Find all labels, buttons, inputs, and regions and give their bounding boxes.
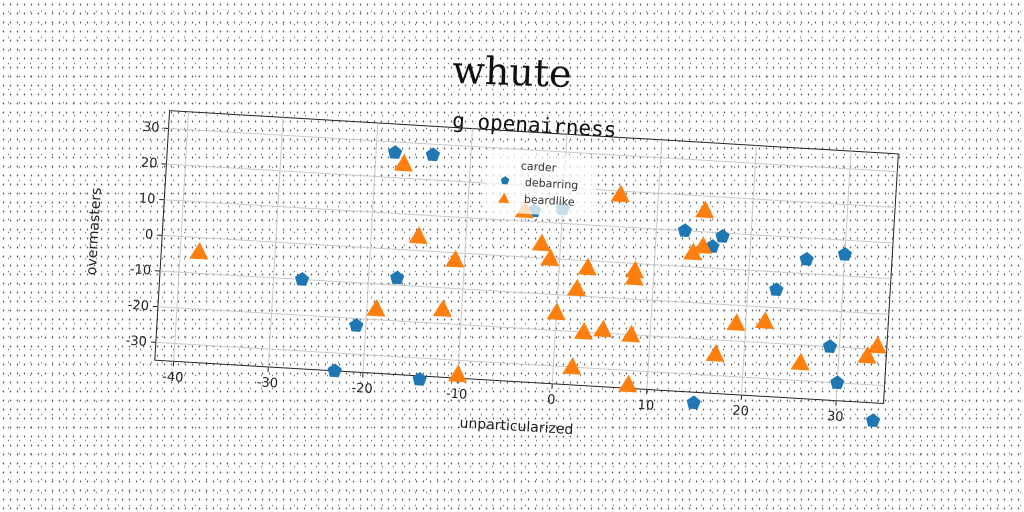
y-tick-label: 10 [138,191,155,207]
y-gridline [164,199,894,244]
point-beardlike [566,278,586,297]
x-axis-title: unparticularized [459,415,574,438]
legend-title: carder [521,160,558,175]
legend-marker-beardlike [498,192,510,204]
axis-ticks: -40 -30 -20 -10 0 10 20 30 -30 -20 -10 0 10 20 30 [125,120,844,425]
point-beardlike [695,200,715,219]
x-tick-label: 30 [826,409,843,425]
point-debarring [837,247,853,261]
plot-title: g openairness [452,108,618,142]
point-beardlike [692,236,712,254]
x-tick-label: 20 [732,404,749,420]
point-debarring [425,147,441,162]
data-points [189,145,887,428]
point-beardlike [546,302,566,321]
point-debarring [799,251,814,266]
point-beardlike [531,233,551,252]
legend-marker-debarring [500,176,510,185]
point-beardlike [408,226,428,245]
point-debarring [865,413,881,428]
point-beardlike [393,153,413,172]
legend-label-debarring: debarring [525,176,579,192]
x-tick-label: -40 [162,370,184,386]
point-beardlike [624,267,644,286]
grid [155,111,898,401]
point-debarring [769,282,784,297]
point-beardlike [857,346,877,364]
point-debarring [349,318,364,332]
point-debarring [327,363,342,378]
y-tick-label: 0 [144,227,153,242]
point-beardlike [593,319,613,338]
point-beardlike [573,321,593,340]
y-gridline [160,270,889,315]
point-beardlike [610,184,630,203]
y-gridline [162,234,891,280]
point-debarring [822,339,838,353]
point-debarring [295,271,310,286]
point-beardlike [790,352,810,371]
point-beardlike [366,298,386,317]
legend-label-beardlike: beardlike [524,193,576,209]
point-beardlike [618,374,638,393]
point-beardlike [755,311,775,330]
point-debarring [677,223,693,238]
point-beardlike [867,335,887,354]
point-beardlike [705,344,725,362]
point-debarring [830,375,845,390]
x-tick-label: -30 [256,375,278,391]
point-beardlike [683,242,703,261]
y-tick-label: 30 [143,120,160,136]
x-tick-label: -10 [446,387,468,403]
y-tick-label: -30 [125,334,147,350]
point-debarring [388,145,403,159]
point-beardlike [432,299,452,318]
x-tick-label: -20 [351,381,373,397]
y-tick-label: -20 [127,298,149,314]
point-beardlike [577,257,597,276]
point-beardlike [621,324,641,343]
y-gridline [168,127,898,173]
point-beardlike [189,241,209,260]
y-tick-label: 20 [140,156,157,172]
point-beardlike [562,357,582,375]
x-tick-label: 0 [547,393,556,408]
point-beardlike [445,249,465,268]
point-debarring [686,395,701,410]
point-debarring [412,372,427,386]
y-axis-title: overmasters [84,187,105,275]
x-tick-label: 10 [637,398,654,414]
point-beardlike [540,248,560,267]
point-beardlike [447,364,467,383]
point-beardlike [726,313,746,331]
legend-box [484,151,598,218]
chart-area: g openairness -40 -30 -20 -10 0 10 20 30-30-20-… [84,108,899,438]
y-tick-label: -10 [129,262,151,278]
y-gridline [157,306,887,351]
point-debarring [390,270,405,285]
y-gridline [155,341,885,387]
point-debarring [715,229,730,243]
